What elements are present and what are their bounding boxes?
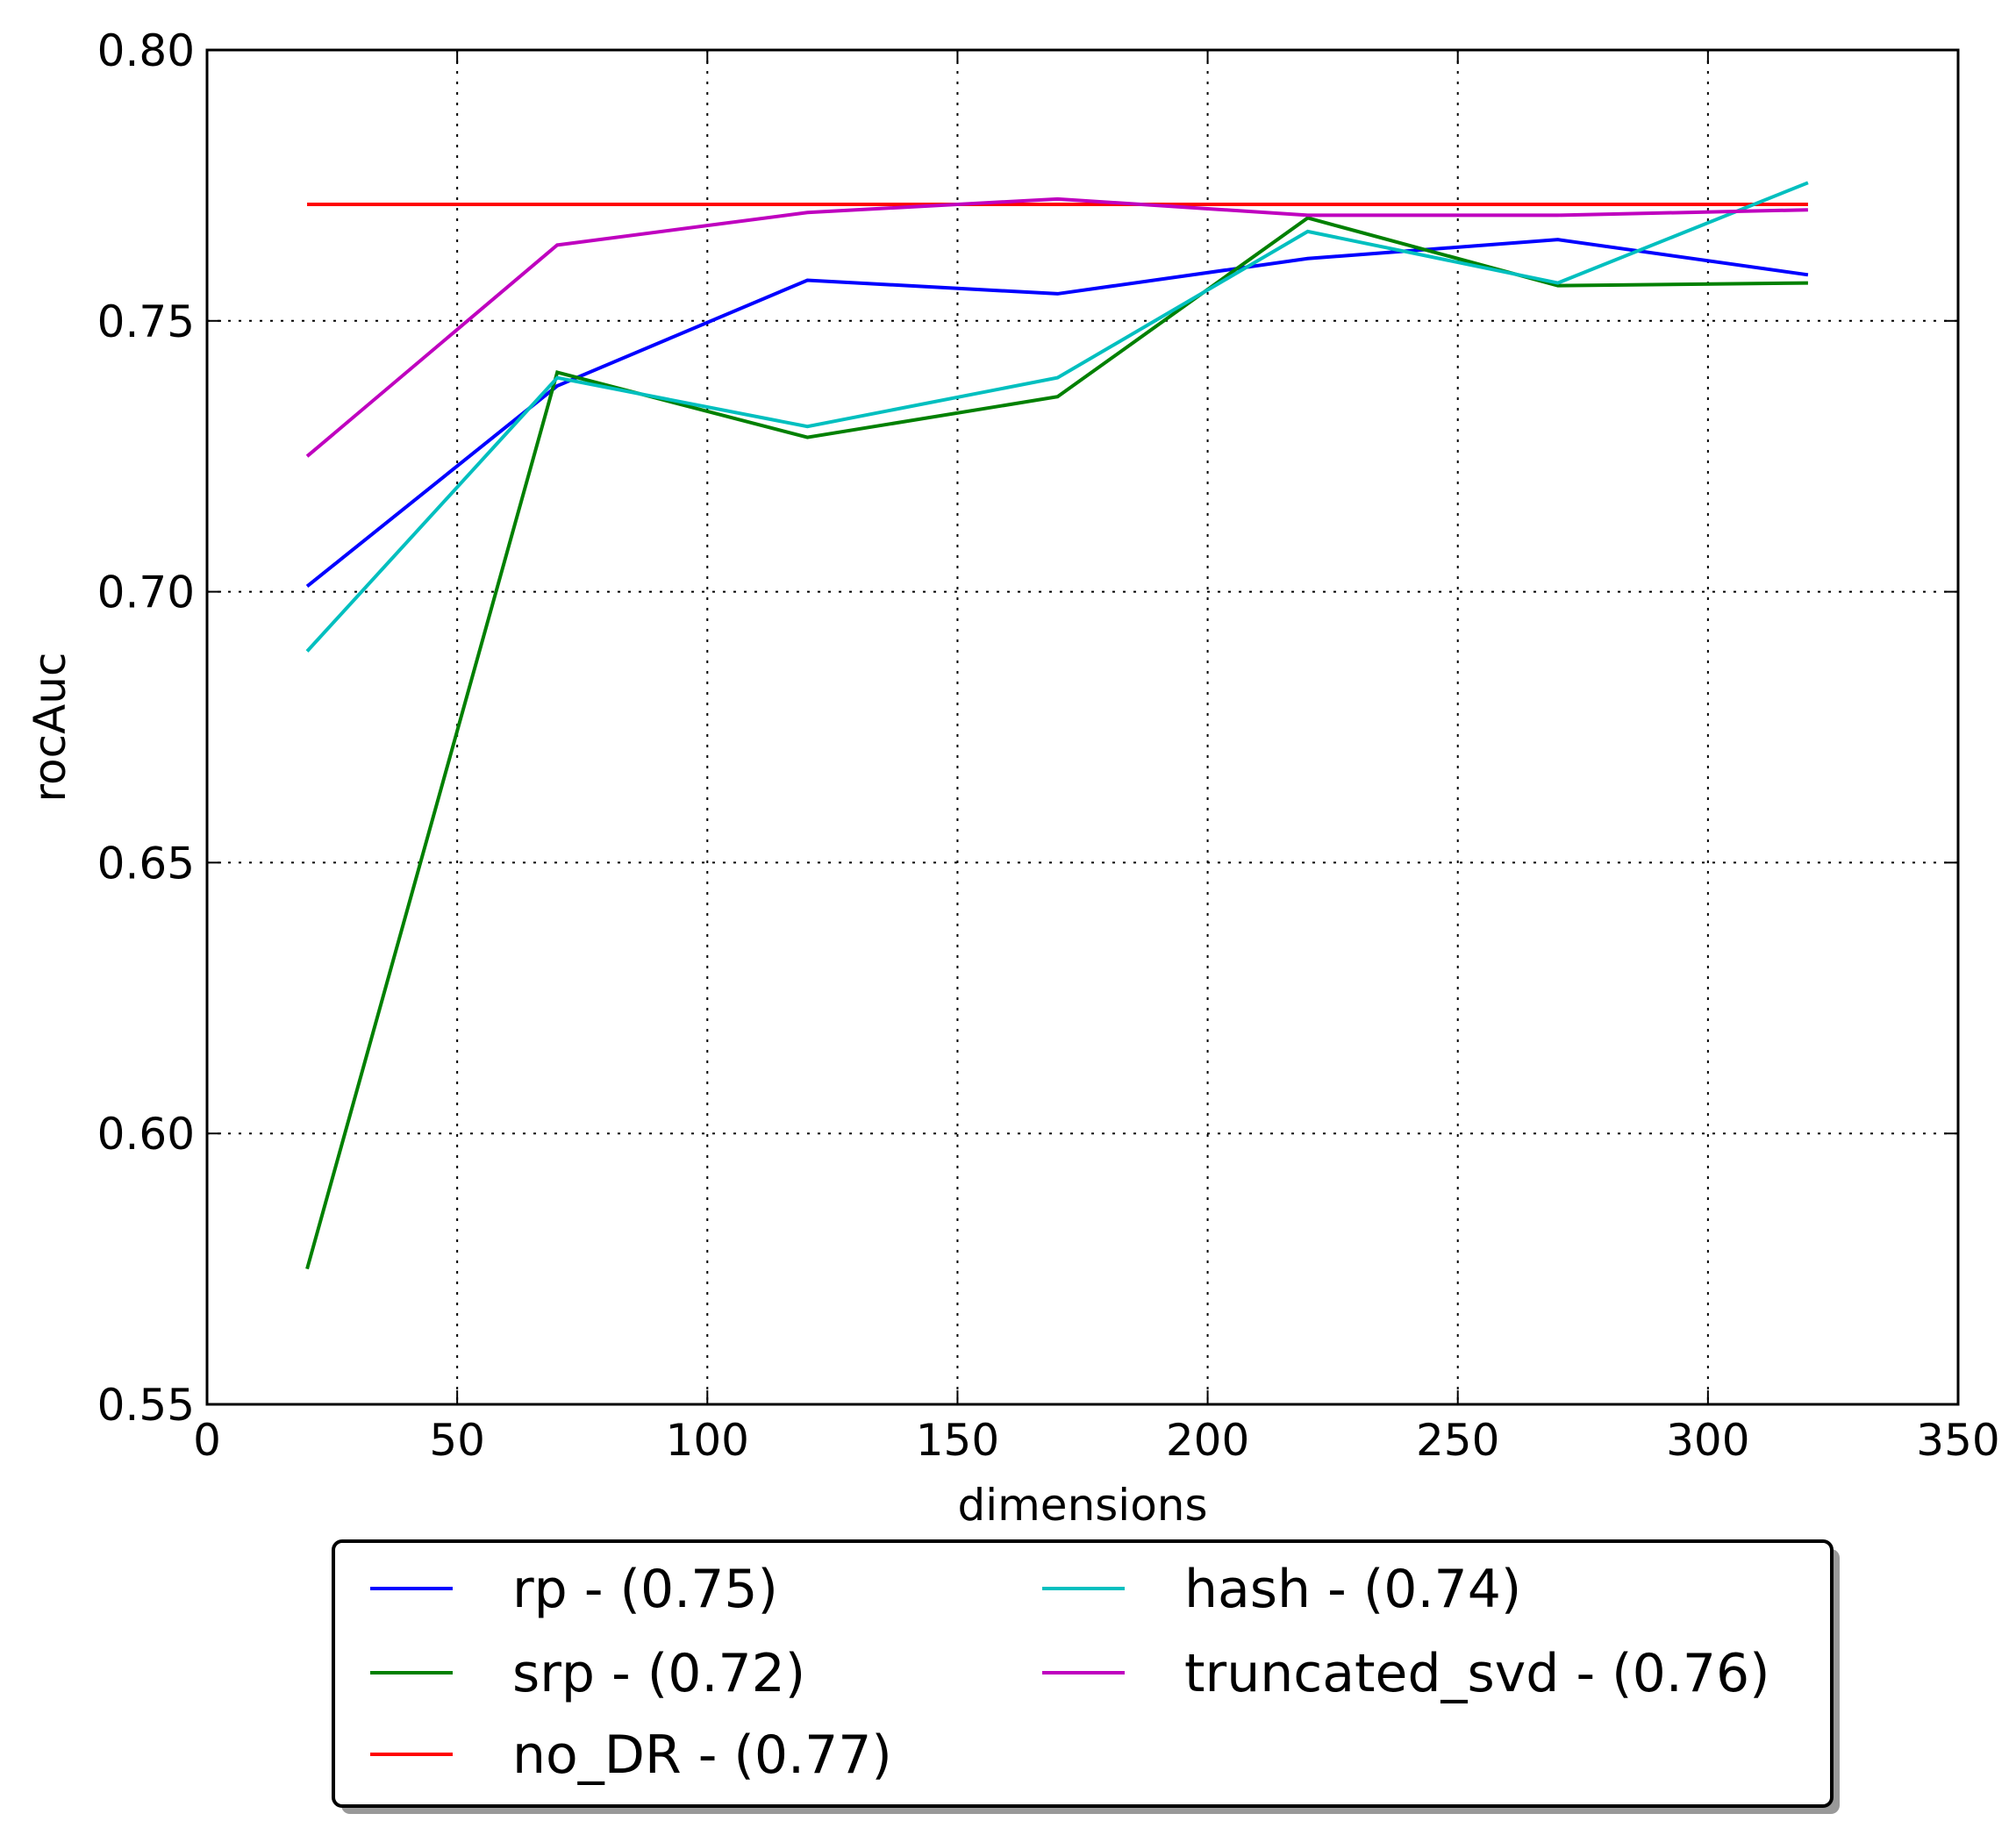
axis-ticks: 0 50 100 150 200 250 300 350 0.55 0.60 0.65 0.70 0.7…	[97, 25, 2000, 1466]
legend-label: truncated_svd - (0.76)	[1184, 1643, 1770, 1704]
y-tick-label: 0.80	[97, 25, 195, 76]
legend-label: hash - (0.74)	[1184, 1559, 1521, 1620]
x-tick-label: 300	[1666, 1415, 1749, 1466]
x-tick-label: 100	[666, 1415, 749, 1466]
y-tick-label: 0.65	[97, 838, 195, 889]
legend-label: rp - (0.75)	[512, 1559, 778, 1620]
y-tick-label: 0.75	[97, 296, 195, 347]
series-line	[305, 238, 1809, 588]
y-tick-label: 0.70	[97, 568, 195, 618]
y-tick-label: 0.60	[97, 1109, 195, 1160]
plot-frame	[205, 48, 1960, 1406]
legend-label: no_DR - (0.77)	[512, 1724, 892, 1786]
x-tick-label: 250	[1416, 1415, 1499, 1466]
x-tick-label: 350	[1916, 1415, 1999, 1466]
legend-label: srp - (0.72)	[512, 1643, 805, 1704]
series-line	[305, 196, 1808, 458]
series-lines	[305, 181, 1809, 1270]
y-axis-label: rocAuc	[25, 653, 75, 803]
series-line	[305, 216, 1808, 1270]
grid-lines	[207, 50, 1958, 1404]
x-axis-label: dimensions	[957, 1480, 1207, 1531]
series-line	[305, 181, 1809, 653]
x-tick-label: 0	[193, 1415, 221, 1466]
x-tick-label: 150	[916, 1415, 999, 1466]
x-tick-label: 200	[1166, 1415, 1249, 1466]
x-tick-label: 50	[429, 1415, 485, 1466]
legend: rp - (0.75) srp - (0.72) no_DR - (0.77) has…	[332, 1539, 1834, 1808]
y-tick-label: 0.55	[97, 1380, 195, 1431]
